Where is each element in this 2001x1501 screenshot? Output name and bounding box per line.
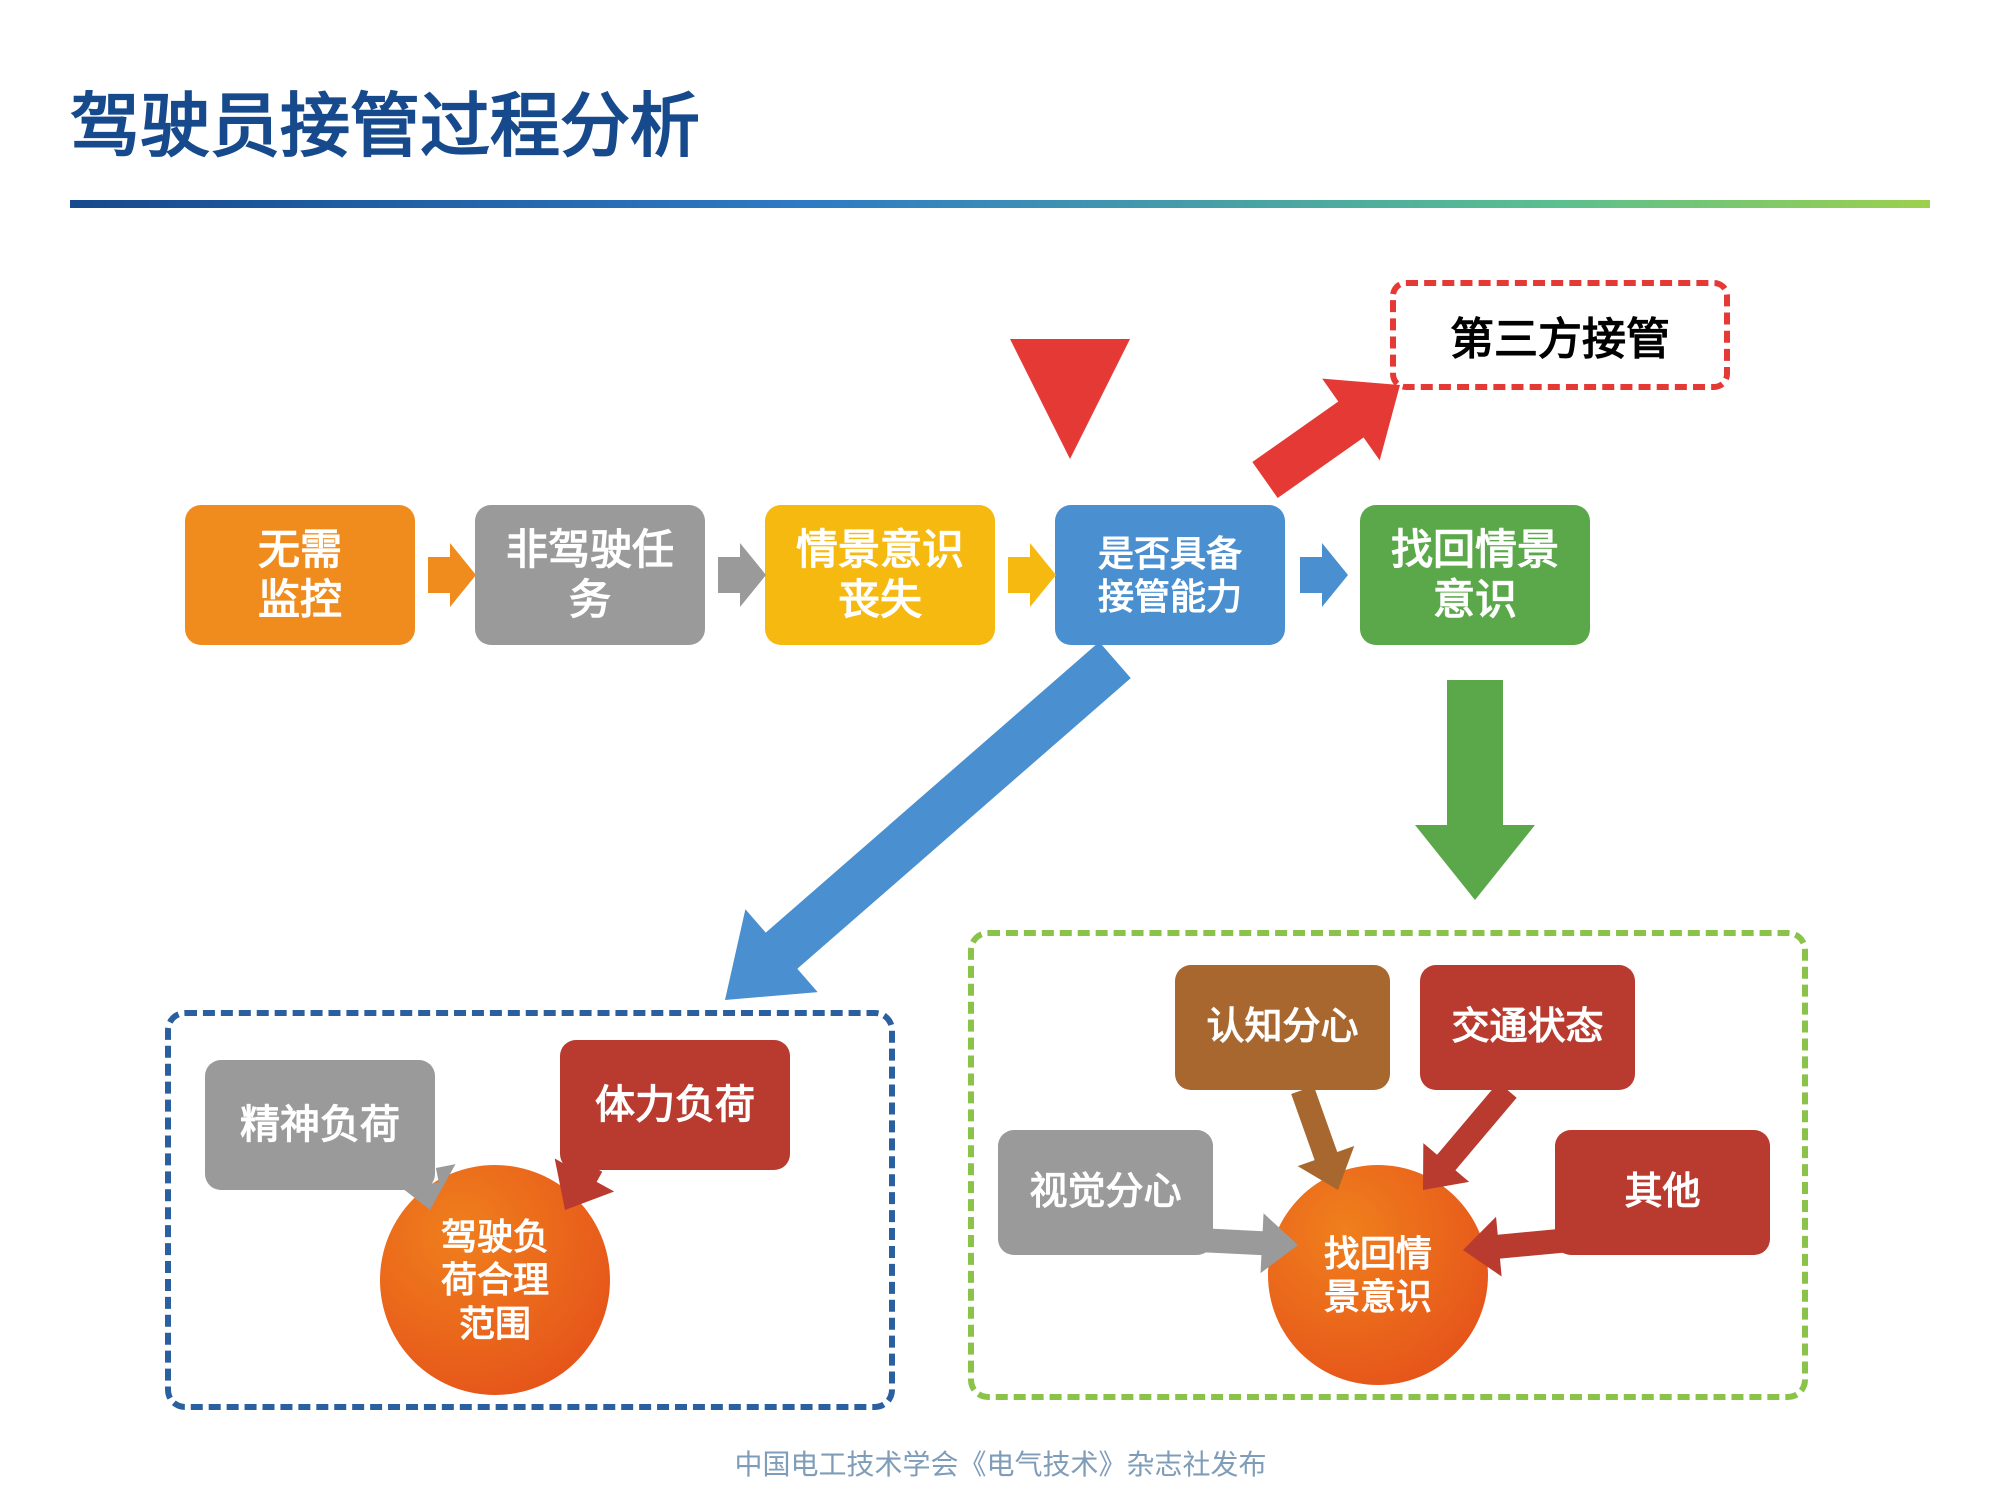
left-node-b-label: 体力负荷	[595, 1081, 755, 1129]
left-node-a: 精神负荷	[205, 1060, 435, 1190]
right-node-d-label: 其他	[1624, 1170, 1700, 1216]
flow-node-4-label: 是否具备 接管能力	[1098, 532, 1242, 618]
left-circle-label: 驾驶负 荷合理 范围	[441, 1215, 549, 1345]
right-node-a-label: 视觉分心	[1029, 1170, 1181, 1216]
flow-node-5: 找回情景 意识	[1360, 505, 1590, 645]
right-circle: 找回情 景意识	[1268, 1165, 1488, 1385]
flow-node-1-label: 无需 监控	[258, 525, 342, 626]
left-circle: 驾驶负 荷合理 范围	[380, 1165, 610, 1395]
left-node-b: 体力负荷	[560, 1040, 790, 1170]
flow-node-4: 是否具备 接管能力	[1055, 505, 1285, 645]
flow-node-2: 非驾驶任 务	[475, 505, 705, 645]
flow-node-3-label: 情景意识 丧失	[796, 525, 964, 626]
right-node-b-label: 认知分心	[1206, 1005, 1358, 1051]
title-rule	[70, 200, 1930, 208]
right-node-c-label: 交通状态	[1451, 1005, 1603, 1051]
right-node-a: 视觉分心	[998, 1130, 1213, 1255]
right-node-c: 交通状态	[1420, 965, 1635, 1090]
third-party-label: 第三方接管	[1450, 303, 1670, 367]
right-node-b: 认知分心	[1175, 965, 1390, 1090]
flow-node-5-label: 找回情景 意识	[1391, 525, 1559, 626]
left-node-a-label: 精神负荷	[240, 1101, 400, 1149]
right-node-d: 其他	[1555, 1130, 1770, 1255]
footer-text: 中国电工技术学会《电气技术》杂志社发布	[0, 1443, 2001, 1483]
page-title: 驾驶员接管过程分析	[70, 70, 700, 171]
third-party-box: 第三方接管	[1390, 280, 1730, 390]
flow-node-2-label: 非驾驶任 务	[506, 525, 674, 626]
flow-node-3: 情景意识 丧失	[765, 505, 995, 645]
flow-node-1: 无需 监控	[185, 505, 415, 645]
right-circle-label: 找回情 景意识	[1324, 1232, 1432, 1318]
